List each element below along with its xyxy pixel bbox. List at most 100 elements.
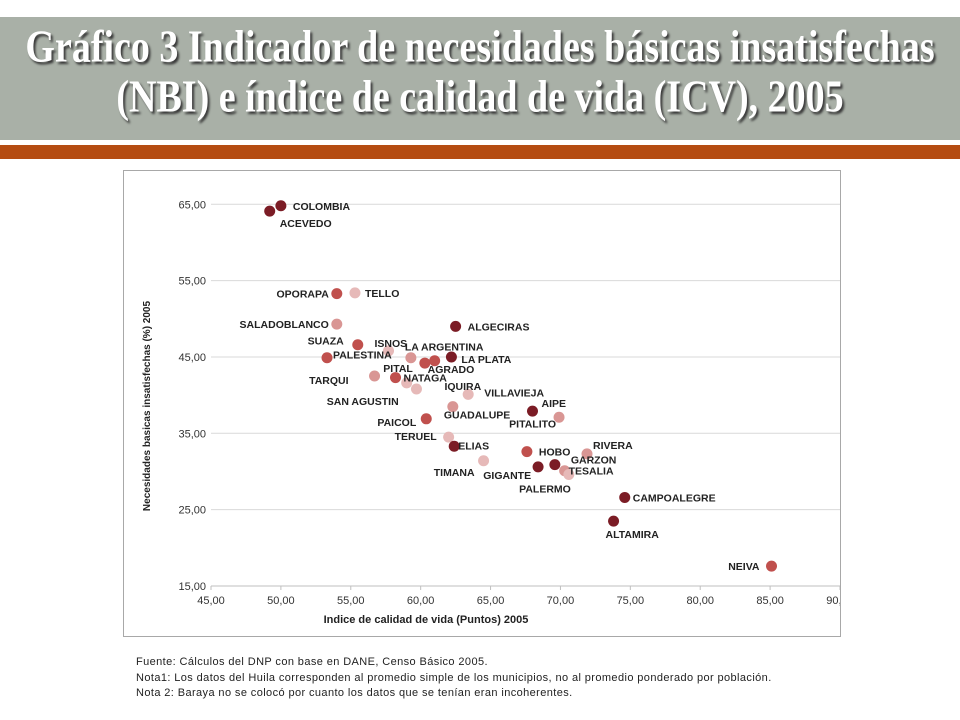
point-pital (419, 357, 431, 369)
y-tick-label: 55,00 (178, 276, 206, 288)
y-tick-label: 65,00 (178, 199, 206, 211)
point-label: OPORAPA (276, 289, 329, 301)
point-label: ISNOS (375, 338, 408, 350)
point-nataga (390, 372, 402, 384)
point-pitalito (553, 411, 565, 423)
point-altamira (608, 515, 620, 527)
point-labels: COLOMBIA ACEVEDO OPORAPA TELLO SALADOBLANCO A… (240, 201, 760, 573)
point-label: NEIVA (728, 561, 760, 573)
point-label: PAICOL (377, 417, 416, 429)
point-saladoblanco (331, 318, 343, 330)
point-label: PALERMO (519, 484, 571, 496)
point-oporapa (331, 288, 343, 300)
x-axis-label: Indice de calidad de vida (Puntos) 2005 (324, 614, 529, 626)
x-tick-label: 50,00 (267, 595, 295, 607)
y-tick-label: 25,00 (178, 505, 206, 517)
point-label: PALESTINA (333, 350, 392, 362)
point-label: ELIAS (458, 440, 489, 452)
point-paicol (420, 413, 432, 425)
footnotes: Fuente: Cálculos del DNP con base en DAN… (136, 655, 936, 702)
point-label: PITALITO (509, 418, 556, 430)
point-tarqui (369, 370, 381, 382)
point-aipe (526, 405, 538, 417)
point-villavieja (462, 388, 474, 400)
point-isnos (383, 345, 395, 357)
point-label: VILLAVIEJA (484, 387, 544, 399)
point-colombia (275, 200, 287, 212)
point-gigante (532, 461, 544, 473)
point-rivera (581, 448, 593, 460)
point-label: ALGECIRAS (468, 321, 530, 333)
point-label: AGRADO (428, 364, 475, 376)
point-label: PITAL (383, 363, 413, 375)
data-points (264, 200, 778, 572)
point-label: TESALIA (569, 466, 614, 478)
title-band (0, 17, 960, 140)
point-guadalupe (447, 401, 459, 413)
point-suaza (352, 339, 364, 351)
point-label: LA ARGENTINA (405, 342, 484, 354)
point-label: TERUEL (395, 431, 438, 443)
x-tick-label: 45,00 (197, 595, 225, 607)
point-label: NATAGA (404, 373, 448, 385)
point-campoalegre (619, 491, 631, 503)
point-elias (448, 440, 460, 452)
point-algeciras (450, 320, 462, 332)
point-san-agustin (401, 377, 413, 389)
point-label: GARZON (571, 455, 617, 467)
x-tick-label: 60,00 (407, 595, 435, 607)
point-label: TIMANA (434, 467, 475, 479)
point-timana (478, 455, 490, 467)
tick-labels: 15,00 25,00 35,00 45,00 55,00 65,00 45,00 50,00… (178, 199, 840, 607)
point-iquira (410, 383, 422, 395)
page-title: Gráfico 3 Indicador de necesidades básic… (0, 22, 960, 122)
title-line-2: (NBI) e índice de calidad de vida (ICV),… (116, 71, 844, 123)
point-teruel (443, 431, 455, 443)
title-divider-thin (0, 140, 960, 143)
point-label: LA PLATA (461, 354, 511, 366)
x-tick-label: 85,00 (756, 595, 784, 607)
point-tello (349, 287, 361, 299)
point-label: RIVERA (593, 440, 633, 452)
point-label: SUAZA (308, 336, 345, 348)
point-label: AIPE (541, 398, 566, 410)
point-neiva (766, 560, 778, 572)
point-label: ACEVEDO (280, 218, 332, 230)
point-garzon (549, 459, 561, 471)
point-label: IQUIRA (444, 381, 481, 393)
point-label: CAMPOALEGRE (633, 492, 716, 504)
note-1: Nota1: Los datos del Huila corresponden … (136, 671, 772, 684)
y-tick-label: 35,00 (178, 428, 206, 440)
point-la-plata (445, 351, 457, 363)
point-label: GIGANTE (483, 470, 531, 482)
point-hobo (521, 446, 533, 458)
x-tick-label: 55,00 (337, 595, 365, 607)
x-tick-label: 80,00 (686, 595, 714, 607)
note-2: Nota 2: Baraya no se colocó por cuanto l… (136, 687, 573, 699)
point-label: TARQUI (309, 375, 349, 387)
point-label: ALTAMIRA (606, 529, 660, 541)
point-label: COLOMBIA (293, 201, 351, 213)
point-palestina (321, 352, 333, 364)
grid (210, 203, 840, 590)
point-label: TELLO (365, 288, 399, 300)
title-divider-accent (0, 145, 960, 159)
point-agrado (429, 355, 441, 367)
y-tick-label: 15,00 (178, 581, 206, 593)
point-palermo (563, 469, 575, 481)
x-tick-label: 75,00 (617, 595, 645, 607)
x-tick-label: 70,00 (547, 595, 575, 607)
point-label: SALADOBLANCO (240, 319, 329, 331)
chart-frame: 15,00 25,00 35,00 45,00 55,00 65,00 45,00 50,00… (123, 170, 841, 637)
scatter-chart: 15,00 25,00 35,00 45,00 55,00 65,00 45,00 50,00… (142, 199, 840, 626)
x-tick-label: 65,00 (477, 595, 505, 607)
point-la-argentina (405, 352, 417, 364)
point-label: GUADALUPE (444, 410, 511, 422)
y-axis-label: Necesidades basicas insatisfechas (%) 20… (142, 301, 153, 512)
title-line-1: Gráfico 3 Indicador de necesidades básic… (25, 21, 935, 73)
point-acevedo (264, 205, 276, 217)
y-tick-label: 45,00 (178, 352, 206, 364)
x-tick-label: 90,00 (826, 595, 840, 607)
point-label: HOBO (539, 447, 571, 459)
source-note: Fuente: Cálculos del DNP con base en DAN… (136, 656, 488, 668)
